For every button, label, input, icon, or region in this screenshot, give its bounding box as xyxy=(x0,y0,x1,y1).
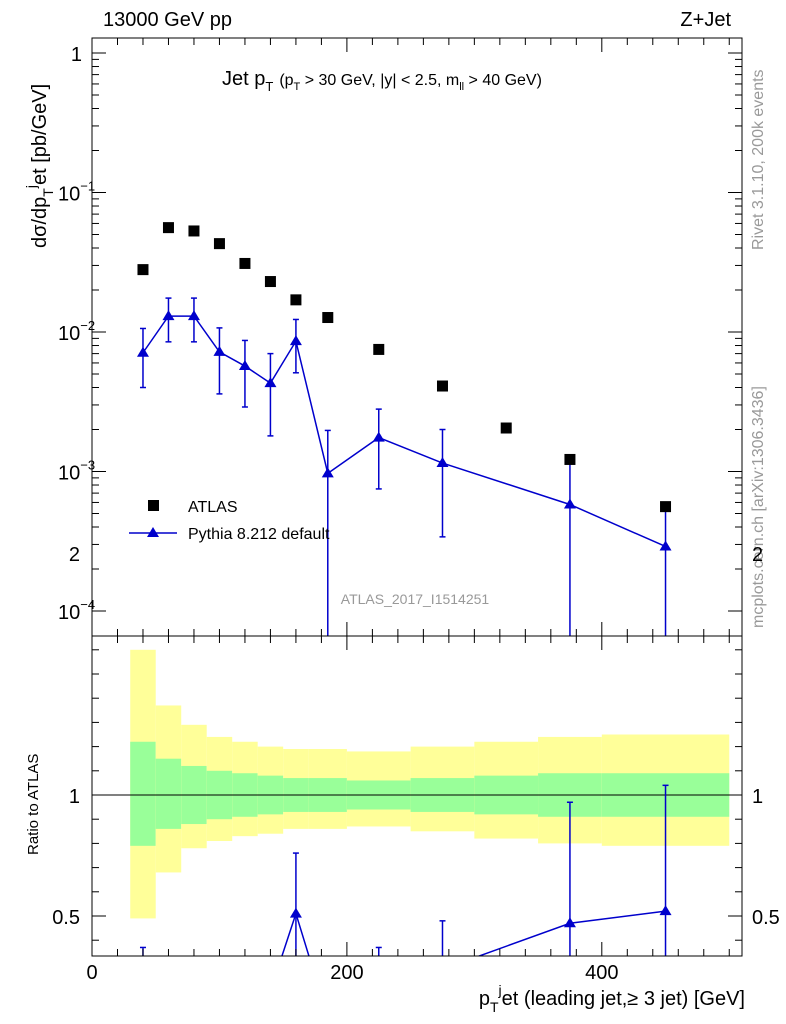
atlas-point xyxy=(500,422,512,434)
mc-point xyxy=(187,310,200,321)
atlas-point xyxy=(436,380,448,392)
ratio-y-axis-label: Ratio to ATLAS xyxy=(25,754,42,855)
ratio-y-tick-label: 2 xyxy=(69,544,80,566)
main-panel-title: Jet pT (pT > 30 GeV, |y| < 2.5, mll > 40 … xyxy=(222,68,542,94)
ratio-point xyxy=(373,975,385,985)
y-tick-label: 10−3 xyxy=(58,458,95,485)
ratio-point xyxy=(563,917,576,928)
legend-label-atlas: ATLAS xyxy=(188,499,238,516)
atlas-point xyxy=(322,312,334,324)
header-energy: 13000 GeV pp xyxy=(103,9,232,31)
atlas-point xyxy=(373,343,385,355)
ratio-y-tick-label: 0.5 xyxy=(52,907,80,929)
ratio-y-tick-label: 1 xyxy=(69,786,80,808)
ratio-point xyxy=(436,963,448,973)
atlas-point xyxy=(213,238,225,250)
legend: ATLAS Pythia 8.212 default xyxy=(129,499,330,543)
legend-label-mc: Pythia 8.212 default xyxy=(188,526,330,543)
ratio-panel-frame xyxy=(91,635,743,957)
ratio-point xyxy=(289,907,302,918)
ratio-panel: 0.5 0.5 1 1 2 2 0 200 400 xyxy=(52,544,780,1022)
x-tick-label: 200 xyxy=(330,962,363,984)
x-tick-label: 400 xyxy=(585,962,618,984)
ratio-point xyxy=(162,975,174,985)
uncertainty-band-inner xyxy=(130,741,156,846)
atlas-point xyxy=(264,276,276,288)
ratio-y-tick-label-right: 1 xyxy=(752,786,763,808)
ratio-y-tick-label-right: 0.5 xyxy=(752,907,780,929)
header-process: Z+Jet xyxy=(680,9,731,31)
mc-point xyxy=(136,346,149,357)
analysis-watermark: ATLAS_2017_I1514251 xyxy=(341,591,490,607)
legend-marker-atlas xyxy=(148,500,159,511)
x-axis-label: pTjet (leading jet,≥ 3 jet) [GeV] xyxy=(479,982,745,1015)
ratio-point xyxy=(322,1012,334,1022)
uncertainty-band-inner xyxy=(155,758,182,829)
atlas-point xyxy=(137,264,149,276)
mc-line xyxy=(142,315,666,548)
ratio-point xyxy=(188,971,200,981)
ratio-point xyxy=(239,987,251,997)
atlas-point xyxy=(188,225,200,237)
mc-point xyxy=(372,431,385,442)
y-tick-label: 10−4 xyxy=(58,597,95,624)
atlas-point xyxy=(660,501,672,513)
mc-point xyxy=(213,345,226,356)
atlas-point xyxy=(290,294,302,306)
atlas-point xyxy=(162,222,174,234)
atlas-point xyxy=(239,257,251,269)
ratio-line xyxy=(281,910,666,956)
ratio-point xyxy=(264,985,276,995)
mc-point xyxy=(162,310,175,321)
ratio-y-tick-label-right: 2 xyxy=(752,544,763,566)
mc-point xyxy=(436,457,449,468)
ratio-point xyxy=(213,990,225,1000)
y-tick-label: 10−2 xyxy=(58,318,95,345)
atlas-point xyxy=(564,453,576,465)
mc-point xyxy=(238,360,251,371)
mc-point xyxy=(563,498,576,509)
main-panel: 1 10−1 10−2 10−3 10−4 xyxy=(58,37,743,637)
mc-point xyxy=(659,540,672,551)
x-tick-label: 0 xyxy=(86,962,97,984)
legend-marker-mc xyxy=(147,527,159,537)
y-tick-label: 10−1 xyxy=(58,179,95,206)
side-label-mcplots: mcplots.cern.ch [arXiv:1306.3436] xyxy=(750,386,767,628)
side-label-rivet: Rivet 3.1.10, 200k events xyxy=(750,69,767,250)
y-tick-label: 1 xyxy=(71,44,82,66)
mc-point xyxy=(264,377,277,388)
mc-point xyxy=(321,467,334,478)
main-y-axis-label: dσ/dpTjet [pb/GeV] xyxy=(23,84,56,248)
ratio-point xyxy=(137,971,149,981)
main-panel-frame xyxy=(91,37,743,637)
ratio-point xyxy=(659,905,672,916)
mc-point xyxy=(289,335,302,346)
